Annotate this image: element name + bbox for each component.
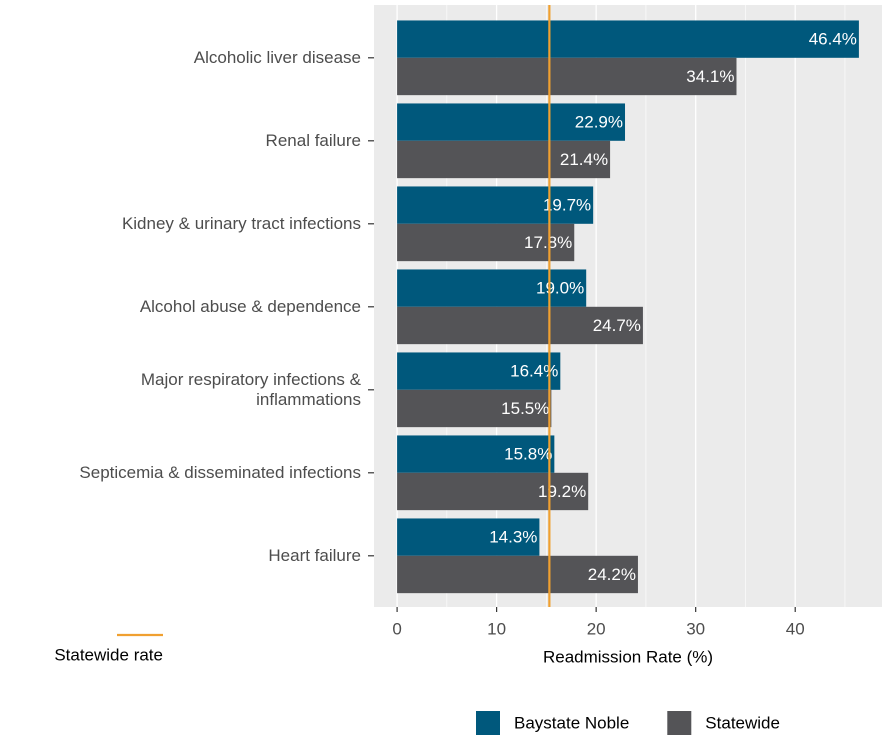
value-label: 15.5% — [501, 399, 549, 418]
value-label: 14.3% — [489, 528, 537, 547]
reference-legend-label: Statewide rate — [54, 645, 163, 664]
bar — [397, 57, 737, 96]
value-label: 15.8% — [504, 445, 552, 464]
value-label: 34.1% — [686, 67, 734, 86]
value-label: 16.4% — [510, 362, 558, 381]
value-label: 24.7% — [593, 316, 641, 335]
x-tick-label: 20 — [587, 619, 606, 638]
legend-key — [667, 711, 692, 735]
x-tick-label: 10 — [487, 619, 506, 638]
value-label: 21.4% — [560, 150, 608, 169]
bar — [397, 20, 859, 58]
x-tick-label: 0 — [392, 619, 401, 638]
bar — [397, 435, 555, 473]
bar — [397, 555, 638, 594]
value-label: 19.7% — [543, 196, 591, 215]
y-tick-label: Heart failure — [268, 545, 361, 565]
x-axis-title: Readmission Rate (%) — [543, 647, 713, 666]
bar — [397, 389, 552, 428]
bar — [397, 223, 575, 262]
bar — [397, 186, 594, 224]
value-label: 19.2% — [538, 482, 586, 501]
value-label: 24.2% — [588, 565, 636, 584]
y-tick-label: Major respiratory infections & inflammat… — [140, 369, 361, 409]
bar — [397, 472, 589, 511]
legend-label: Statewide — [705, 713, 780, 732]
bar — [397, 103, 626, 141]
value-label: 46.4% — [809, 30, 857, 49]
y-tick-label: Renal failure — [265, 130, 361, 150]
bar — [397, 140, 611, 179]
legend-key — [476, 711, 500, 735]
y-tick-label: Septicemia & disseminated infections — [79, 462, 361, 482]
value-label: 17.8% — [524, 233, 572, 252]
value-label: 22.9% — [575, 113, 623, 132]
bar — [397, 269, 587, 307]
y-tick-label: Kidney & urinary tract infections — [121, 213, 361, 233]
bar — [397, 518, 540, 556]
legend-label: Baystate Noble — [514, 713, 629, 732]
bar — [397, 306, 643, 345]
y-tick-label: Alcohol abuse & dependence — [139, 296, 361, 316]
bar — [397, 352, 561, 390]
x-tick-label: 40 — [786, 619, 805, 638]
x-tick-label: 30 — [686, 619, 705, 638]
value-label: 19.0% — [536, 279, 584, 298]
y-tick-label: Alcoholic liver disease — [193, 47, 361, 67]
